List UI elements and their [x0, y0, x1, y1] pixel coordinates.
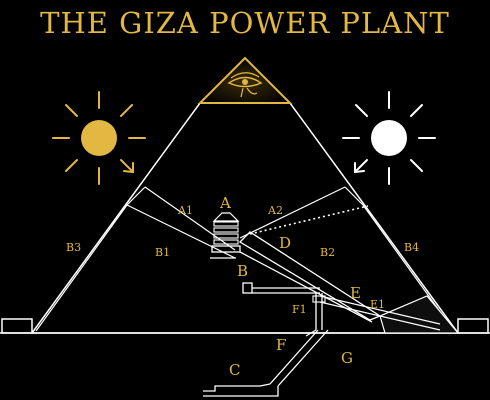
label-b2: B2	[320, 246, 335, 259]
descending-passage-lower	[319, 301, 441, 331]
eye-of-horus-icon	[227, 72, 263, 98]
grand-gallery	[238, 231, 382, 321]
right-base-block	[457, 318, 489, 334]
descending-passage-g	[277, 329, 329, 387]
label-f1: F1	[292, 303, 307, 316]
label-a: A	[219, 194, 231, 212]
label-a2: A2	[267, 204, 283, 217]
kings-chamber-stack	[211, 212, 241, 253]
label-b1: B1	[155, 246, 170, 259]
label-g: G	[341, 349, 353, 367]
label-e: E	[350, 284, 361, 302]
left-casing-top	[126, 186, 146, 206]
left-upper-diagonal	[126, 204, 236, 259]
page-title: THE GIZA POWER PLANT	[40, 6, 450, 40]
left-base-block	[1, 318, 33, 334]
descending-passage-f	[269, 329, 319, 385]
label-b3: B3	[66, 241, 81, 254]
lower-right-chamber	[379, 295, 460, 334]
label-b4: B4	[404, 241, 419, 254]
sun-right-icon	[342, 91, 436, 185]
label-b: B	[237, 262, 248, 280]
label-a1: A1	[177, 204, 193, 217]
left-casing-line	[35, 204, 128, 332]
label-d: D	[279, 234, 291, 252]
label-e1: E1	[370, 298, 385, 311]
grand-gallery-floor	[239, 251, 373, 323]
descending-passage-upper	[319, 295, 441, 325]
label-f: F	[276, 336, 286, 354]
subterranean-chamber	[203, 383, 279, 397]
right-upper-diagonal	[239, 186, 346, 239]
queens-chamber	[242, 282, 320, 294]
sun-left-icon	[52, 91, 146, 185]
right-casing-top	[344, 186, 364, 206]
kings-airshaft-dotted	[249, 205, 369, 235]
well-shaft	[305, 293, 326, 337]
label-c: C	[229, 361, 240, 379]
